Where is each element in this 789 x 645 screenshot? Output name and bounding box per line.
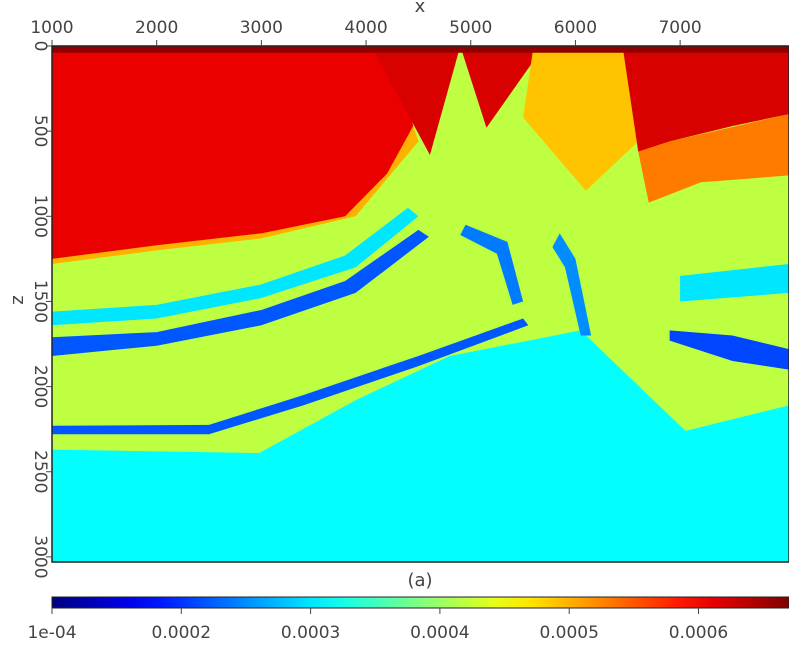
x-ticks: 1000 2000 3000 4000 5000 6000 7000 (30, 18, 702, 46)
colorbar-tick-label: 0.0005 (539, 623, 598, 641)
y-tick-label: 1000 (30, 195, 50, 238)
x-tick-label: 1000 (30, 18, 73, 38)
y-tick-label: 500 (30, 115, 50, 147)
region-middle-red-block-2 (460, 46, 545, 128)
colorbar (51, 596, 789, 609)
region-top-dark-strip (52, 46, 789, 53)
region-right-red-block (622, 46, 789, 152)
y-tick-label: 1500 (30, 280, 50, 323)
colorbar-tick-label: 0.0004 (410, 623, 469, 641)
y-axis-label: z (8, 295, 29, 304)
region-upper-cyan-layer (52, 207, 419, 326)
colorbar-tick-label: 0.0006 (669, 623, 728, 641)
region-mid-blue-stripe (460, 224, 524, 305)
region-mid-blue-stripe-2 (552, 233, 592, 336)
region-right-blue-layer (669, 330, 789, 370)
region-deep-layer (52, 330, 789, 562)
x-tick-label: 3000 (240, 18, 283, 38)
y-tick-label: 3000 (30, 535, 50, 578)
x-tick-label: 6000 (554, 18, 597, 38)
region-yellow-block (523, 46, 639, 191)
x-tick-label: 2000 (135, 18, 178, 38)
colorbar-tick-label: 1e-04 (27, 623, 76, 641)
x-tick-label: 5000 (449, 18, 492, 38)
y-ticks: 0 500 1000 1500 2000 2500 3000 (30, 41, 52, 579)
colorbar-ticks: 1e-04 0.0002 0.0003 0.0004 0.0005 0.0006 (27, 608, 728, 643)
y-tick-label: 0 (30, 41, 50, 52)
y-tick-label: 2500 (30, 450, 50, 493)
x-axis-label: x (415, 0, 426, 17)
colorbar-tick-label: 0.0003 (281, 623, 340, 641)
chart-title: (a) (407, 570, 432, 591)
heatmap-regions (52, 46, 789, 562)
x-tick-label: 4000 (344, 18, 387, 38)
colorbar-tick-label: 0.0002 (152, 623, 211, 641)
plot-frame (51, 45, 789, 563)
region-right-cyan-layer (680, 263, 789, 302)
y-tick-label: 2000 (30, 365, 50, 408)
region-middle-red-block (371, 46, 461, 155)
region-left-red-block (52, 46, 414, 259)
region-right-orange-band (638, 114, 789, 203)
region-upper-blue-layer (52, 229, 429, 356)
x-tick-label: 7000 (658, 18, 701, 38)
